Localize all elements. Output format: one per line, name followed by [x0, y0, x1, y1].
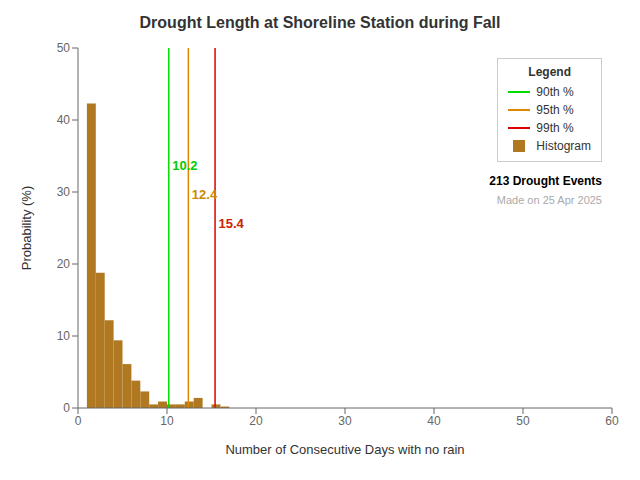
html-text:Histogram: Histogram: [536, 139, 591, 153]
svg-text:50: 50: [516, 414, 530, 428]
svg-text:10: 10: [57, 329, 71, 343]
svg-text:30: 30: [57, 185, 71, 199]
svg-text:50: 50: [57, 41, 71, 55]
svg-text:20: 20: [249, 414, 263, 428]
html-text:Drought Length at Shoreline St: Drought Length at Shoreline Station duri…: [139, 14, 501, 31]
svg-text:0: 0: [63, 401, 70, 415]
html-text:Made on 25 Apr 2025: Made on 25 Apr 2025: [496, 194, 602, 206]
svg-text:60: 60: [605, 414, 619, 428]
svg-text:40: 40: [427, 414, 441, 428]
svg-text:Probability (%): Probability (%): [19, 186, 34, 271]
svg-text:10: 10: [160, 414, 174, 428]
svg-text:10.2: 10.2: [172, 158, 197, 173]
svg-text:15.4: 15.4: [219, 216, 245, 231]
svg-text:12.4: 12.4: [192, 187, 218, 202]
svg-text:Number of Consecutive Days wit: Number of Consecutive Days with no rain: [225, 442, 464, 457]
html-text:95th %: 95th %: [536, 103, 574, 117]
html-text:213 Drought Events: 213 Drought Events: [489, 174, 602, 188]
html-text:90th %: 90th %: [536, 85, 574, 99]
svg-text:40: 40: [57, 113, 71, 127]
html-text:99th %: 99th %: [536, 121, 574, 135]
svg-text:20: 20: [57, 257, 71, 271]
html-text:Legend: Legend: [528, 65, 571, 79]
svg-text:30: 30: [338, 414, 352, 428]
svg-text:0: 0: [75, 414, 82, 428]
